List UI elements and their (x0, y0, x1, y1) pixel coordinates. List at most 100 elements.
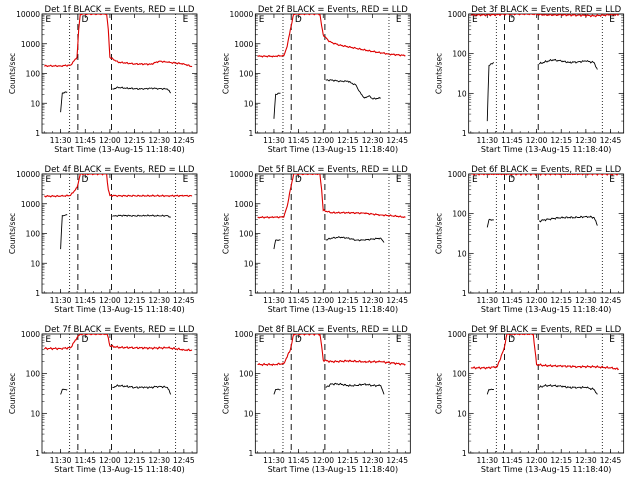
panel-title: Det 8f BLACK = Events, RED = LLD (258, 325, 408, 335)
plot-frame (254, 333, 411, 454)
y-tick-label: 100 (26, 230, 41, 239)
events-series-line (486, 388, 494, 395)
x-tick-label: 11:30 (476, 136, 498, 145)
x-tick-label: 12:00 (99, 296, 121, 305)
x-axis-label: Start Time (13-Aug-15 11:18:40) (268, 305, 399, 314)
y-tick-label: 1000 (234, 200, 253, 209)
panel-title: Det 3f BLACK = Events, RED = LLD (471, 5, 621, 15)
detector-panel: Det 3f BLACK = Events, RED = LLD 11:30 11:… (435, 5, 625, 154)
marker-letter: E (396, 335, 402, 345)
y-tick-label: 1 (249, 129, 254, 138)
x-tick-label: 11:45 (74, 296, 96, 305)
y-tick-label: 10 (30, 409, 40, 418)
x-tick-label: 12:15 (124, 296, 146, 305)
x-tick-label: 11:30 (263, 136, 285, 145)
marker-letter: E (472, 175, 478, 185)
y-tick-label: 1 (35, 289, 40, 298)
data-layer (44, 334, 193, 395)
marker-letter: D (295, 175, 302, 185)
x-tick-label: 11:45 (74, 136, 96, 145)
y-tick-label: 100 (452, 50, 467, 59)
y-tick-label: 1 (462, 129, 467, 138)
x-axis-label: Start Time (13-Aug-15 11:18:40) (54, 145, 185, 154)
x-axis-label: Start Time (13-Aug-15 11:18:40) (481, 305, 611, 314)
marker-letter: E (183, 15, 189, 25)
x-tick-label: 12:45 (600, 456, 622, 465)
x-tick-label: 12:45 (386, 136, 408, 145)
events-series-line (273, 388, 281, 395)
x-tick-label: 11:30 (50, 456, 72, 465)
y-tick-label: 1 (462, 449, 467, 458)
marker-letter: D (295, 15, 302, 25)
data-layer (257, 14, 406, 119)
marker-letter: E (609, 15, 615, 25)
x-tick-label: 12:15 (124, 136, 146, 145)
y-tick-label: 10 (244, 409, 254, 418)
marker-letter: E (259, 335, 265, 345)
marker-letter: E (472, 15, 478, 25)
lld-series-line (257, 14, 406, 58)
panel-title: Det 4f BLACK = Events, RED = LLD (45, 165, 195, 175)
marker-letter: D (508, 175, 515, 185)
events-series-line (539, 215, 598, 226)
x-axis-label: Start Time (13-Aug-15 11:18:40) (54, 305, 185, 314)
x-tick-label: 11:45 (501, 296, 523, 305)
plot-frame (41, 333, 198, 454)
events-series-line (112, 214, 171, 218)
marker-letter: E (259, 175, 265, 185)
x-tick-label: 12:30 (362, 136, 384, 145)
marker-letter: D (82, 335, 89, 345)
x-tick-label: 11:30 (476, 296, 498, 305)
x-tick-label: 12:15 (337, 456, 359, 465)
marker-letter: D (508, 335, 515, 345)
x-tick-label: 11:30 (263, 296, 285, 305)
x-tick-label: 12:45 (386, 456, 408, 465)
x-tick-label: 11:30 (50, 296, 72, 305)
data-layer (44, 174, 193, 250)
x-tick-label: 12:45 (600, 296, 622, 305)
y-tick-label: 1000 (448, 170, 467, 179)
x-tick-label: 11:45 (288, 296, 310, 305)
y-tick-label: 10000 (16, 170, 40, 179)
x-tick-label: 11:45 (74, 456, 96, 465)
y-axis-label: Counts/sec (435, 213, 444, 254)
marker-letter: E (45, 15, 51, 25)
y-tick-label: 100 (239, 370, 254, 379)
marker-letter: E (183, 175, 189, 185)
marker-letter: D (508, 15, 515, 25)
y-tick-label: 10 (457, 409, 467, 418)
y-tick-label: 10000 (229, 170, 253, 179)
x-tick-label: 12:00 (526, 456, 548, 465)
y-tick-label: 10 (457, 89, 467, 98)
y-axis-label: Counts/sec (221, 373, 230, 414)
data-layer (257, 334, 406, 395)
panel-title: Det 1f BLACK = Events, RED = LLD (45, 5, 195, 15)
x-tick-label: 12:00 (99, 456, 121, 465)
panel-title: Det 7f BLACK = Events, RED = LLD (45, 325, 195, 335)
lld-series-line (257, 174, 406, 219)
events-series-line (60, 91, 68, 113)
y-tick-label: 1000 (448, 330, 467, 339)
lld-series-line (44, 14, 193, 68)
x-tick-label: 12:45 (173, 296, 195, 305)
y-tick-label: 1 (35, 129, 40, 138)
marker-letter: D (82, 175, 89, 185)
detector-panel: Det 7f BLACK = Events, RED = LLD 11:30 11:… (8, 325, 198, 474)
detector-panel: Det 1f BLACK = Events, RED = LLD 11:30 11:… (8, 5, 198, 154)
events-series-line (112, 384, 172, 395)
y-axis-label: Counts/sec (221, 53, 230, 94)
detector-panel: Det 5f BLACK = Events, RED = LLD 11:30 11:… (221, 165, 411, 314)
x-tick-label: 12:00 (99, 136, 121, 145)
x-tick-label: 12:15 (550, 456, 572, 465)
y-tick-label: 1 (249, 289, 254, 298)
marker-letter: E (609, 335, 615, 345)
x-axis-label: Start Time (13-Aug-15 11:18:40) (54, 465, 185, 474)
y-tick-label: 10 (457, 249, 467, 258)
marker-letter: E (609, 175, 615, 185)
y-tick-label: 10000 (16, 10, 40, 19)
lld-series-line (44, 334, 193, 352)
x-tick-label: 12:30 (148, 456, 170, 465)
marker-letter: E (472, 335, 478, 345)
x-tick-label: 11:30 (476, 456, 498, 465)
